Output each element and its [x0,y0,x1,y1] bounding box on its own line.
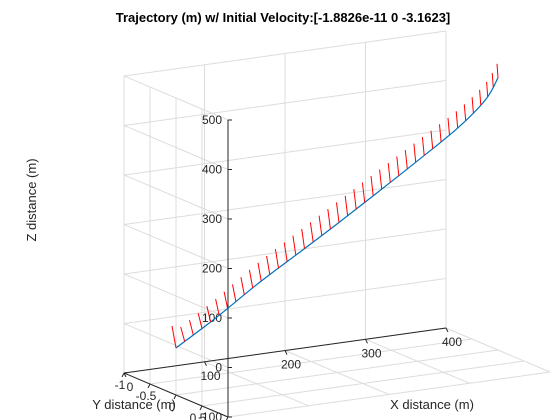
x-tick-label: 100 [200,369,220,383]
grid-line [123,174,229,220]
y-tick [147,383,151,389]
velocity-vector [344,195,349,216]
velocity-vector [379,169,383,190]
velocity-vector [336,202,340,223]
velocity-vector [463,104,467,121]
axes [121,119,449,420]
y-tick [121,372,125,378]
velocity-vector [257,262,262,282]
grid-line [123,179,447,225]
velocity-vector [486,81,489,97]
velocity-vector [370,175,374,196]
y-tick-label: -1 [115,378,126,392]
velocity-vector [496,63,499,78]
y-tick [225,416,229,420]
grid-line [123,224,229,269]
velocity-vector [240,277,245,295]
z-tick-label: 500 [202,113,222,127]
velocity-vector [387,162,391,183]
grid-line [123,278,447,324]
velocity-vector [189,319,194,336]
tick-labels: -100010020030040050010.50-0.5-1010020030… [115,113,463,420]
velocity-vector [353,189,357,210]
velocity-vector [413,143,417,163]
velocity-vector [455,111,459,129]
grid-line [123,273,229,319]
grid-line [201,360,525,407]
velocity-vector [361,182,366,203]
velocity-vector [283,242,288,262]
velocity-vector [396,156,400,176]
velocity-vector [404,150,408,170]
velocity-vector [471,97,474,114]
grid-line [123,228,447,275]
grid-line [123,75,229,121]
z-tick-label: 200 [202,262,222,276]
x-tick-label: 0 [127,380,134,394]
velocity-vector [248,269,254,288]
velocity-vector [421,137,425,156]
z-tick-label: 300 [202,212,222,226]
velocity-vector [180,326,186,342]
grid-line [149,338,473,385]
x-tick [365,339,368,344]
velocity-vector [232,284,237,302]
velocity-vector [447,117,450,136]
grid-line [227,371,551,418]
velocity-vector [301,228,305,249]
velocity-vector [223,291,229,309]
y-tick-label: 0 [169,400,176,414]
chart-title: Trajectory (m) w/ Initial Velocity:[-1.8… [116,10,451,25]
x-tick [445,327,449,333]
x-tick [204,361,207,367]
grid-line [175,349,499,396]
velocity-vector [309,222,314,243]
velocity-vector [274,249,279,269]
velocity-vector [171,325,177,349]
grid-line [123,30,447,77]
grid-line [123,125,229,170]
x-tick-label: 300 [361,346,381,360]
velocity-vector [206,305,212,323]
velocity-vector [292,235,297,256]
y-tick [173,394,177,400]
y-tick-label: 0.5 [190,411,207,420]
x-tick [284,350,288,355]
y-tick [199,405,203,411]
z-tick-label: 100 [202,311,222,325]
z-tick-label: 400 [202,163,222,177]
x-tick-label: 400 [442,335,462,349]
x-axis-label: X distance (m) [390,397,474,412]
plot-area [171,63,499,349]
grid-line [123,129,447,176]
velocity-vector [197,312,203,329]
velocity-vector [479,89,482,106]
velocity-vector [491,73,494,88]
velocity-vector [430,130,434,149]
velocity-vector [318,215,323,236]
grid-line [123,80,447,126]
z-tick-label: -100 [198,410,222,420]
velocity-vector [327,209,331,230]
z-axis-label: Z distance (m) [24,158,39,241]
velocity-vector [266,255,271,275]
velocity-vector [439,124,442,142]
y-axis-label: Y distance (m) [92,397,176,412]
velocity-vector [215,298,220,316]
x-tick-label: 200 [281,358,301,372]
z-tick-label: 0 [215,361,222,375]
x-tick [123,372,127,378]
y-tick-label: -0.5 [136,389,157,403]
